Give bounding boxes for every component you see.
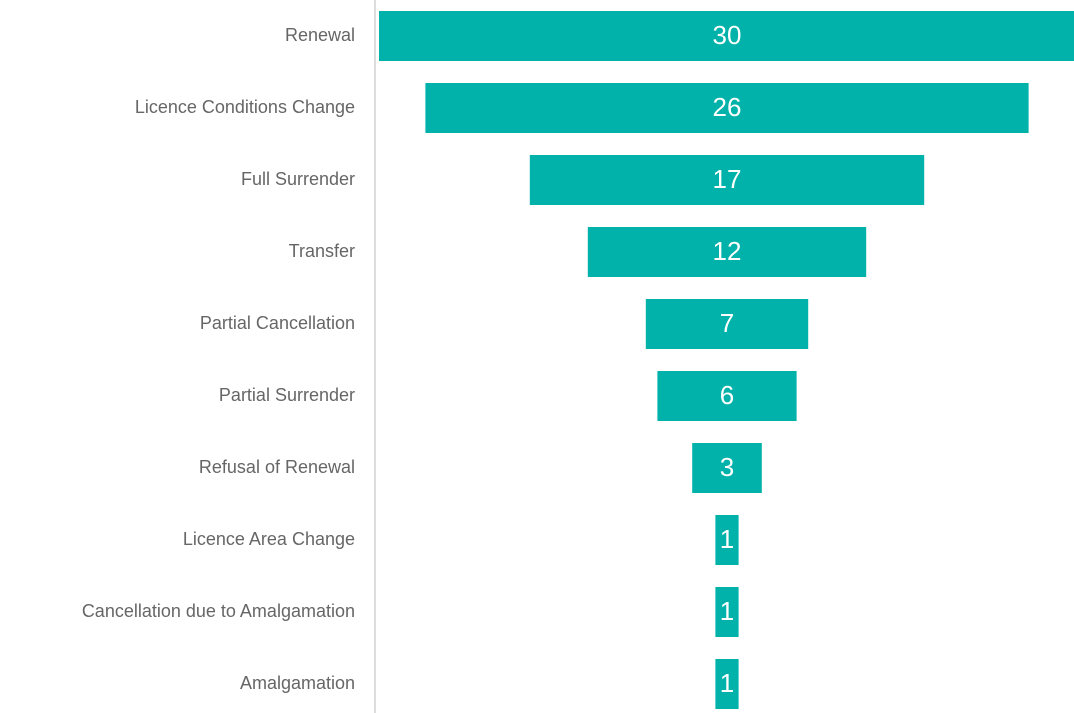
- value-label: 1: [720, 596, 734, 626]
- funnel-bar: [715, 587, 739, 637]
- value-label: 30: [713, 20, 742, 50]
- funnel-bar: [657, 371, 797, 421]
- value-label: 6: [720, 380, 734, 410]
- funnel-bar: [425, 83, 1029, 133]
- value-label: 7: [720, 308, 734, 338]
- category-label: Cancellation due to Amalgamation: [82, 601, 355, 621]
- funnel-bar: [645, 299, 809, 349]
- category-label: Partial Surrender: [219, 385, 355, 405]
- category-label: Licence Conditions Change: [135, 97, 355, 117]
- category-label: Refusal of Renewal: [199, 457, 355, 477]
- funnel-bar: [692, 443, 762, 493]
- value-label: 1: [720, 668, 734, 698]
- category-label: Renewal: [285, 25, 355, 45]
- value-label: 1: [720, 524, 734, 554]
- category-label: Licence Area Change: [183, 529, 355, 549]
- value-label: 3: [720, 452, 734, 482]
- funnel-bar: [529, 155, 925, 205]
- funnel-bar: [715, 659, 739, 709]
- funnel-bar: [715, 515, 739, 565]
- value-label: 17: [713, 164, 742, 194]
- value-label: 12: [713, 236, 742, 266]
- category-label: Partial Cancellation: [200, 313, 355, 333]
- funnel-bar: [379, 11, 1074, 61]
- category-label: Full Surrender: [241, 169, 355, 189]
- category-label: Amalgamation: [240, 673, 355, 693]
- funnel-bar: [587, 227, 867, 277]
- category-label: Transfer: [289, 241, 355, 261]
- value-label: 26: [713, 92, 742, 122]
